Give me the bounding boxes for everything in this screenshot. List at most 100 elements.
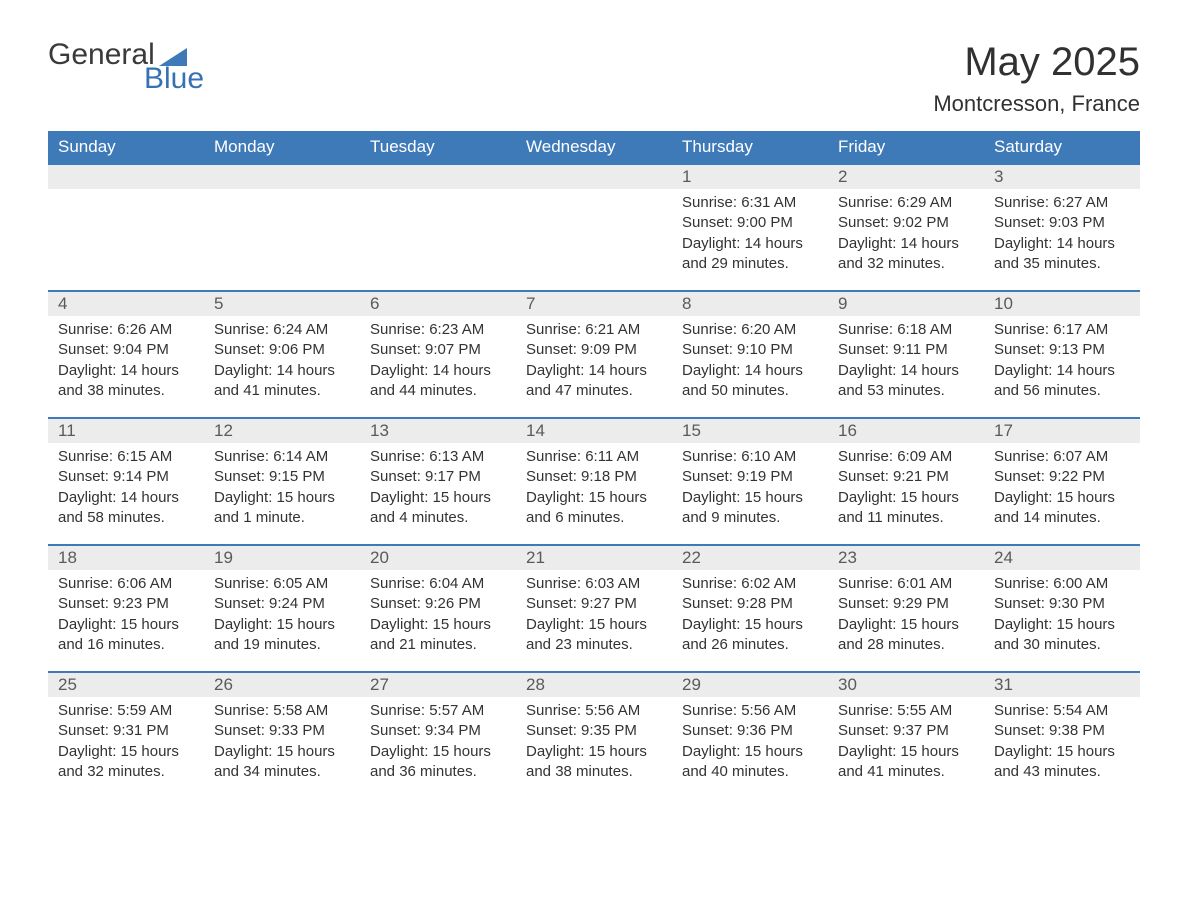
daylight-line: Daylight: 15 hours and 19 minutes. [214, 615, 350, 656]
daylight-line: Daylight: 15 hours and 40 minutes. [682, 742, 818, 783]
sunset-line: Sunset: 9:35 PM [526, 721, 662, 741]
daylight-line: Daylight: 14 hours and 35 minutes. [994, 234, 1130, 275]
daylight-line: Daylight: 14 hours and 32 minutes. [838, 234, 974, 275]
daylight-line: Daylight: 15 hours and 1 minute. [214, 488, 350, 529]
sunrise-line: Sunrise: 5:58 AM [214, 701, 350, 721]
week-content-row: Sunrise: 6:26 AMSunset: 9:04 PMDaylight:… [48, 316, 1140, 418]
sunrise-line: Sunrise: 6:23 AM [370, 320, 506, 340]
day-number-cell: 5 [204, 291, 360, 316]
day-number-cell: 13 [360, 418, 516, 443]
day-number-cell: 16 [828, 418, 984, 443]
sunrise-line: Sunrise: 6:13 AM [370, 447, 506, 467]
day-content-cell: Sunrise: 6:10 AMSunset: 9:19 PMDaylight:… [672, 443, 828, 545]
day-number-cell: 3 [984, 164, 1140, 189]
sunrise-line: Sunrise: 6:11 AM [526, 447, 662, 467]
daylight-line: Daylight: 14 hours and 47 minutes. [526, 361, 662, 402]
day-content-cell: Sunrise: 6:15 AMSunset: 9:14 PMDaylight:… [48, 443, 204, 545]
day-content-cell: Sunrise: 6:23 AMSunset: 9:07 PMDaylight:… [360, 316, 516, 418]
day-content-cell: Sunrise: 6:00 AMSunset: 9:30 PMDaylight:… [984, 570, 1140, 672]
logo: General Blue [48, 40, 204, 94]
day-content-cell: Sunrise: 5:55 AMSunset: 9:37 PMDaylight:… [828, 697, 984, 798]
location-label: Montcresson, France [933, 91, 1140, 117]
day-number-cell: 19 [204, 545, 360, 570]
logo-text-general: General [48, 40, 155, 70]
sunset-line: Sunset: 9:06 PM [214, 340, 350, 360]
sunset-line: Sunset: 9:17 PM [370, 467, 506, 487]
sunset-line: Sunset: 9:13 PM [994, 340, 1130, 360]
sunset-line: Sunset: 9:19 PM [682, 467, 818, 487]
sunrise-line: Sunrise: 6:07 AM [994, 447, 1130, 467]
day-content-cell: Sunrise: 5:56 AMSunset: 9:36 PMDaylight:… [672, 697, 828, 798]
sunrise-line: Sunrise: 6:03 AM [526, 574, 662, 594]
sunrise-line: Sunrise: 6:05 AM [214, 574, 350, 594]
daylight-line: Daylight: 15 hours and 21 minutes. [370, 615, 506, 656]
day-content-cell [204, 189, 360, 291]
logo-text-blue: Blue [144, 64, 204, 94]
day-number-cell: 6 [360, 291, 516, 316]
sunset-line: Sunset: 9:11 PM [838, 340, 974, 360]
sunrise-line: Sunrise: 6:01 AM [838, 574, 974, 594]
sunset-line: Sunset: 9:31 PM [58, 721, 194, 741]
sunset-line: Sunset: 9:00 PM [682, 213, 818, 233]
day-number-cell: 26 [204, 672, 360, 697]
day-number-cell: 21 [516, 545, 672, 570]
day-content-cell: Sunrise: 6:31 AMSunset: 9:00 PMDaylight:… [672, 189, 828, 291]
daylight-line: Daylight: 14 hours and 50 minutes. [682, 361, 818, 402]
daylight-line: Daylight: 15 hours and 14 minutes. [994, 488, 1130, 529]
day-content-cell: Sunrise: 6:21 AMSunset: 9:09 PMDaylight:… [516, 316, 672, 418]
day-number-cell: 12 [204, 418, 360, 443]
sunrise-line: Sunrise: 6:06 AM [58, 574, 194, 594]
day-content-cell: Sunrise: 6:01 AMSunset: 9:29 PMDaylight:… [828, 570, 984, 672]
sunrise-line: Sunrise: 6:02 AM [682, 574, 818, 594]
sunrise-line: Sunrise: 6:15 AM [58, 447, 194, 467]
day-header: Monday [204, 131, 360, 164]
sunrise-line: Sunrise: 6:00 AM [994, 574, 1130, 594]
sunrise-line: Sunrise: 6:14 AM [214, 447, 350, 467]
day-number-cell: 1 [672, 164, 828, 189]
week-daynum-row: 25262728293031 [48, 672, 1140, 697]
daylight-line: Daylight: 14 hours and 44 minutes. [370, 361, 506, 402]
week-daynum-row: 123 [48, 164, 1140, 189]
day-header: Friday [828, 131, 984, 164]
day-number-cell: 30 [828, 672, 984, 697]
day-content-cell: Sunrise: 5:54 AMSunset: 9:38 PMDaylight:… [984, 697, 1140, 798]
daylight-line: Daylight: 15 hours and 6 minutes. [526, 488, 662, 529]
week-content-row: Sunrise: 5:59 AMSunset: 9:31 PMDaylight:… [48, 697, 1140, 798]
day-content-cell: Sunrise: 6:05 AMSunset: 9:24 PMDaylight:… [204, 570, 360, 672]
daylight-line: Daylight: 15 hours and 11 minutes. [838, 488, 974, 529]
day-number-cell: 11 [48, 418, 204, 443]
daylight-line: Daylight: 14 hours and 41 minutes. [214, 361, 350, 402]
day-content-cell [48, 189, 204, 291]
sunset-line: Sunset: 9:30 PM [994, 594, 1130, 614]
daylight-line: Daylight: 15 hours and 34 minutes. [214, 742, 350, 783]
sunrise-line: Sunrise: 6:31 AM [682, 193, 818, 213]
sunrise-line: Sunrise: 5:56 AM [526, 701, 662, 721]
day-number-cell: 17 [984, 418, 1140, 443]
sunrise-line: Sunrise: 6:17 AM [994, 320, 1130, 340]
sunset-line: Sunset: 9:09 PM [526, 340, 662, 360]
sunset-line: Sunset: 9:18 PM [526, 467, 662, 487]
daylight-line: Daylight: 15 hours and 4 minutes. [370, 488, 506, 529]
sunset-line: Sunset: 9:29 PM [838, 594, 974, 614]
day-number-cell: 15 [672, 418, 828, 443]
daylight-line: Daylight: 14 hours and 56 minutes. [994, 361, 1130, 402]
daylight-line: Daylight: 15 hours and 36 minutes. [370, 742, 506, 783]
sunset-line: Sunset: 9:26 PM [370, 594, 506, 614]
day-content-cell: Sunrise: 6:17 AMSunset: 9:13 PMDaylight:… [984, 316, 1140, 418]
sunset-line: Sunset: 9:22 PM [994, 467, 1130, 487]
sunset-line: Sunset: 9:36 PM [682, 721, 818, 741]
daylight-line: Daylight: 14 hours and 53 minutes. [838, 361, 974, 402]
sunrise-line: Sunrise: 6:18 AM [838, 320, 974, 340]
daylight-line: Daylight: 15 hours and 9 minutes. [682, 488, 818, 529]
day-content-cell: Sunrise: 5:59 AMSunset: 9:31 PMDaylight:… [48, 697, 204, 798]
calendar-header: SundayMondayTuesdayWednesdayThursdayFrid… [48, 131, 1140, 164]
sunrise-line: Sunrise: 6:21 AM [526, 320, 662, 340]
day-content-cell: Sunrise: 6:20 AMSunset: 9:10 PMDaylight:… [672, 316, 828, 418]
day-number-cell: 2 [828, 164, 984, 189]
day-content-cell: Sunrise: 6:07 AMSunset: 9:22 PMDaylight:… [984, 443, 1140, 545]
sunset-line: Sunset: 9:14 PM [58, 467, 194, 487]
sunset-line: Sunset: 9:33 PM [214, 721, 350, 741]
day-header: Wednesday [516, 131, 672, 164]
day-number-cell: 20 [360, 545, 516, 570]
day-content-cell: Sunrise: 6:09 AMSunset: 9:21 PMDaylight:… [828, 443, 984, 545]
